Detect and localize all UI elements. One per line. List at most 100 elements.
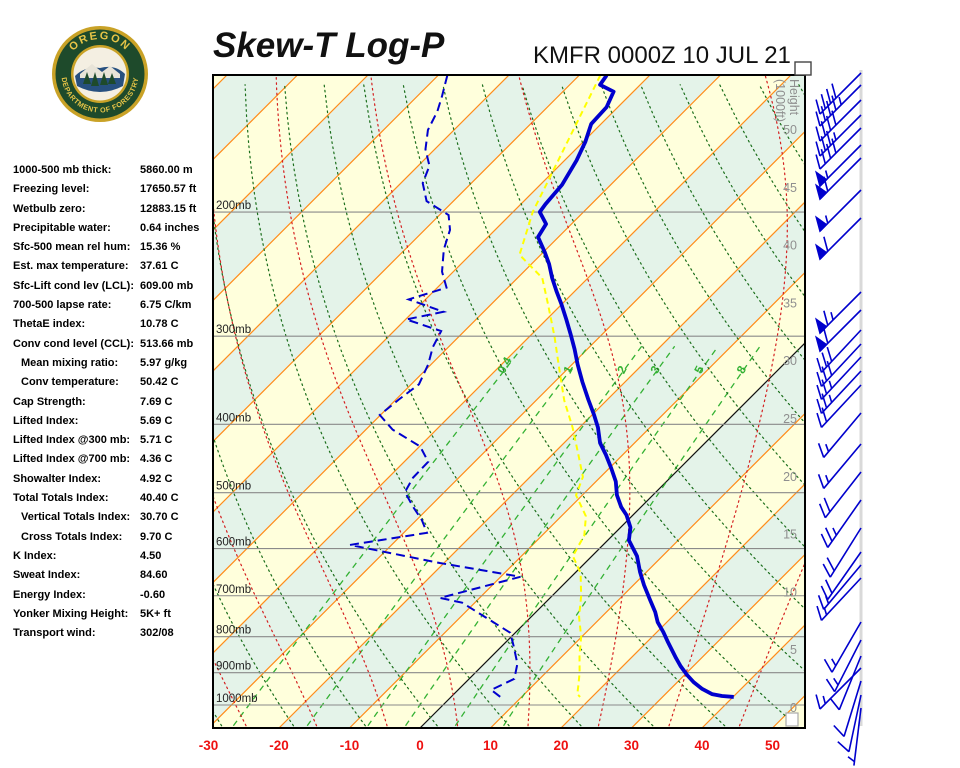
barb-full: [825, 143, 832, 159]
moist-adiabat-line: [810, 71, 960, 726]
stat-row: Cap Strength: 7.69 C: [13, 393, 213, 412]
stat-label: Wetbulb zero:: [13, 202, 86, 215]
stat-label: 700-500 lapse rate:: [13, 299, 112, 312]
wind-barb-staff: [853, 707, 862, 766]
barb-half: [825, 595, 830, 604]
dry-adiabat-line: [213, 710, 223, 727]
barb-full: [817, 474, 825, 489]
stat-row: Cross Totals Index: 9.70 C: [13, 528, 213, 547]
pressure-label: 800mb: [216, 625, 251, 637]
stat-label: Total Totals Index:: [13, 492, 109, 505]
barb-full: [831, 83, 837, 99]
height-label: 45: [783, 181, 797, 195]
temp-axis-label: 10: [483, 738, 498, 753]
wind-barb-staff: [824, 471, 862, 519]
isotherm-line: [349, 271, 805, 728]
wind-barb-staff: [820, 384, 862, 428]
stat-label: 1000-500 mb thick:: [13, 164, 112, 176]
pressure-label: 200mb: [216, 200, 251, 212]
wetbulb-line: [518, 75, 602, 698]
stat-label: Mean mixing ratio:: [21, 356, 119, 369]
stat-value: 6.75 C/km: [140, 299, 192, 312]
mixing-ratio-line: [405, 345, 676, 727]
temp-axis-label: -20: [269, 738, 289, 753]
barb-half: [828, 380, 833, 389]
barb-full: [826, 557, 835, 572]
height-label: 35: [783, 296, 797, 310]
moist-adiabat-line: [213, 197, 388, 727]
pressure-label: 600mb: [216, 537, 251, 549]
stat-value: 0.64 inches: [140, 221, 200, 234]
isotherm-line: [213, 75, 510, 372]
moist-adiabat-line: [7, 71, 105, 726]
barb-pennant: [815, 335, 828, 353]
isotherm-line: [213, 75, 228, 90]
barb-full: [823, 328, 829, 344]
dry-adiabat-line: [213, 582, 295, 727]
stat-value: 5860.00 m: [140, 164, 193, 176]
stat-value: 302/08: [140, 627, 174, 640]
dry-adiabat-line: [878, 85, 960, 726]
barb-half: [831, 658, 837, 667]
barb-full: [837, 741, 850, 753]
stat-label: Freezing level:: [13, 183, 90, 196]
height-label: 0: [790, 701, 797, 715]
isotherm-line: [0, 75, 86, 728]
stat-row: 1000-500 mb thick: 5860.00 m: [13, 161, 213, 180]
stat-value: 4.92 C: [140, 472, 173, 485]
pressure-label: 700mb: [216, 584, 251, 596]
stat-row: Transport wind: 302/08: [13, 624, 213, 643]
barb-half: [828, 394, 833, 403]
odf-logo: OREGON DEPARTMENT OF FORESTRY: [52, 26, 148, 122]
stat-row: Wetbulb zero: 12883.15 ft: [13, 200, 213, 219]
barb-full: [823, 236, 829, 252]
pressure-label: 900mb: [216, 661, 251, 673]
moist-adiabat-line: [213, 494, 318, 727]
barb-half: [830, 311, 834, 321]
moist-adiabat-line: [55, 71, 176, 726]
isotherm-line: [213, 75, 721, 584]
barb-full: [826, 360, 833, 376]
dry-adiabat-line: [0, 85, 6, 726]
wind-barb-staff: [819, 667, 862, 710]
barb-half: [825, 474, 830, 483]
isotherm-band: [213, 131, 805, 728]
wind-barb-staff: [819, 127, 862, 170]
temp-axis-label: 30: [624, 738, 639, 753]
barb-full: [816, 357, 823, 373]
barb-full: [825, 678, 836, 693]
stat-label: Vertical Totals Index:: [21, 511, 131, 524]
stat-label: Lifted Index @700 mb:: [13, 453, 131, 466]
isotherm-line: [0, 75, 16, 728]
pressure-label: 500mb: [216, 481, 251, 493]
wind-barb-staff: [823, 412, 862, 458]
temp-axis-label: -30: [199, 738, 219, 753]
stat-label: Sfc-Lift cond lev (LCL):: [13, 279, 134, 292]
stat-row: Conv cond level (CCL): 513.66 mb: [13, 335, 213, 354]
temp-axis-label: 50: [765, 738, 780, 753]
moist-adiabat-line: [370, 75, 531, 727]
stat-row: Yonker Mixing Height: 5K+ ft: [13, 605, 213, 624]
mixing-ratio-line: [367, 345, 643, 727]
stat-value: 9.70 C: [140, 530, 173, 543]
barb-full: [820, 106, 827, 121]
stat-value: 7.69 C: [140, 395, 173, 408]
wind-barb-staff: [843, 680, 862, 737]
wind-barb-staff: [823, 564, 862, 610]
barb-full: [821, 366, 828, 382]
wind-barb-staff: [829, 527, 862, 578]
moist-adiabat-line: [518, 75, 631, 727]
barb-full: [825, 130, 832, 146]
stat-row: Lifted Index @700 mb: 4.36 C: [13, 450, 213, 469]
isotherm-band: [213, 75, 227, 89]
isotherm-line: [490, 412, 805, 728]
stat-label: Sweat Index:: [13, 569, 81, 582]
height-label: 15: [783, 528, 797, 542]
stat-label: Sfc-500 mean rel hum:: [13, 241, 131, 254]
stat-row: Vertical Totals Index: 30.70 C: [13, 508, 213, 527]
stat-value: 10.78 C: [140, 318, 179, 331]
height-axis-title: Height(1000ft): [773, 79, 801, 122]
stat-row: Est. max temperature: 37.61 C: [13, 257, 213, 276]
sounding-stats-panel: 1000-500 mb thick: 5860.00 m Freezing leve…: [13, 161, 213, 643]
isotherm-line: [560, 483, 805, 728]
